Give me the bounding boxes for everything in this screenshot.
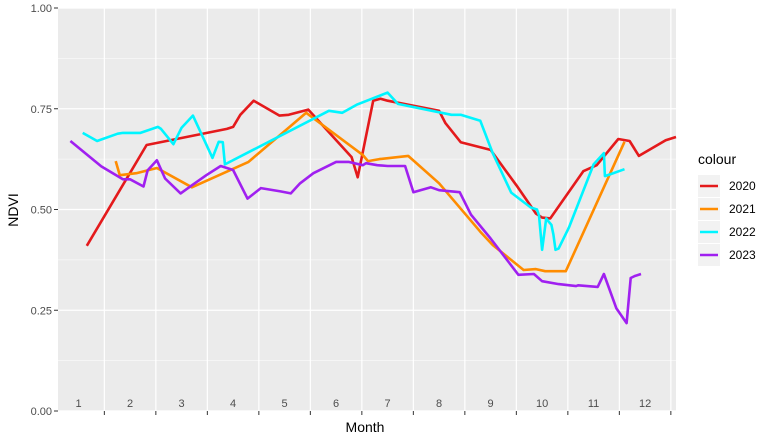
x-axis-title: Month [346,419,385,435]
series-line-2023 [69,139,642,325]
y-axis-title: NDVI [5,193,21,226]
series-lines [69,91,677,325]
month-label: 5 [282,398,288,410]
month-label: 2 [127,398,133,410]
month-label: 1 [76,398,82,410]
y-tick-label: 0.00 [31,406,52,418]
month-labels: 1 2 3 4 5 6 7 8 9 10 11 12 [76,398,652,410]
y-tick-label: 0.50 [31,205,52,217]
legend-label-2022: 2022 [729,225,756,239]
axes: 0.00 0.25 0.50 0.75 1.00 [31,3,672,418]
legend-label-2023: 2023 [729,248,756,262]
grid-lines [58,7,676,412]
y-tick-label: 1.00 [31,3,52,15]
y-tick-label: 0.25 [31,305,52,317]
month-label: 6 [333,398,339,410]
month-label: 12 [639,398,651,410]
month-label: 4 [230,398,236,410]
legend: colour 2020 2021 2022 2023 [698,151,756,266]
legend-label-2021: 2021 [729,202,756,216]
month-label: 11 [588,398,599,410]
legend-label-2020: 2020 [729,179,756,193]
month-label: 8 [436,398,442,410]
month-label: 3 [179,398,185,410]
y-tick-label: 0.75 [31,104,52,116]
legend-title: colour [698,151,736,167]
month-label: 10 [536,398,548,410]
series-line-2021 [114,111,626,273]
month-label: 7 [385,398,391,410]
series-line-2022 [82,91,625,252]
month-label: 9 [488,398,494,410]
